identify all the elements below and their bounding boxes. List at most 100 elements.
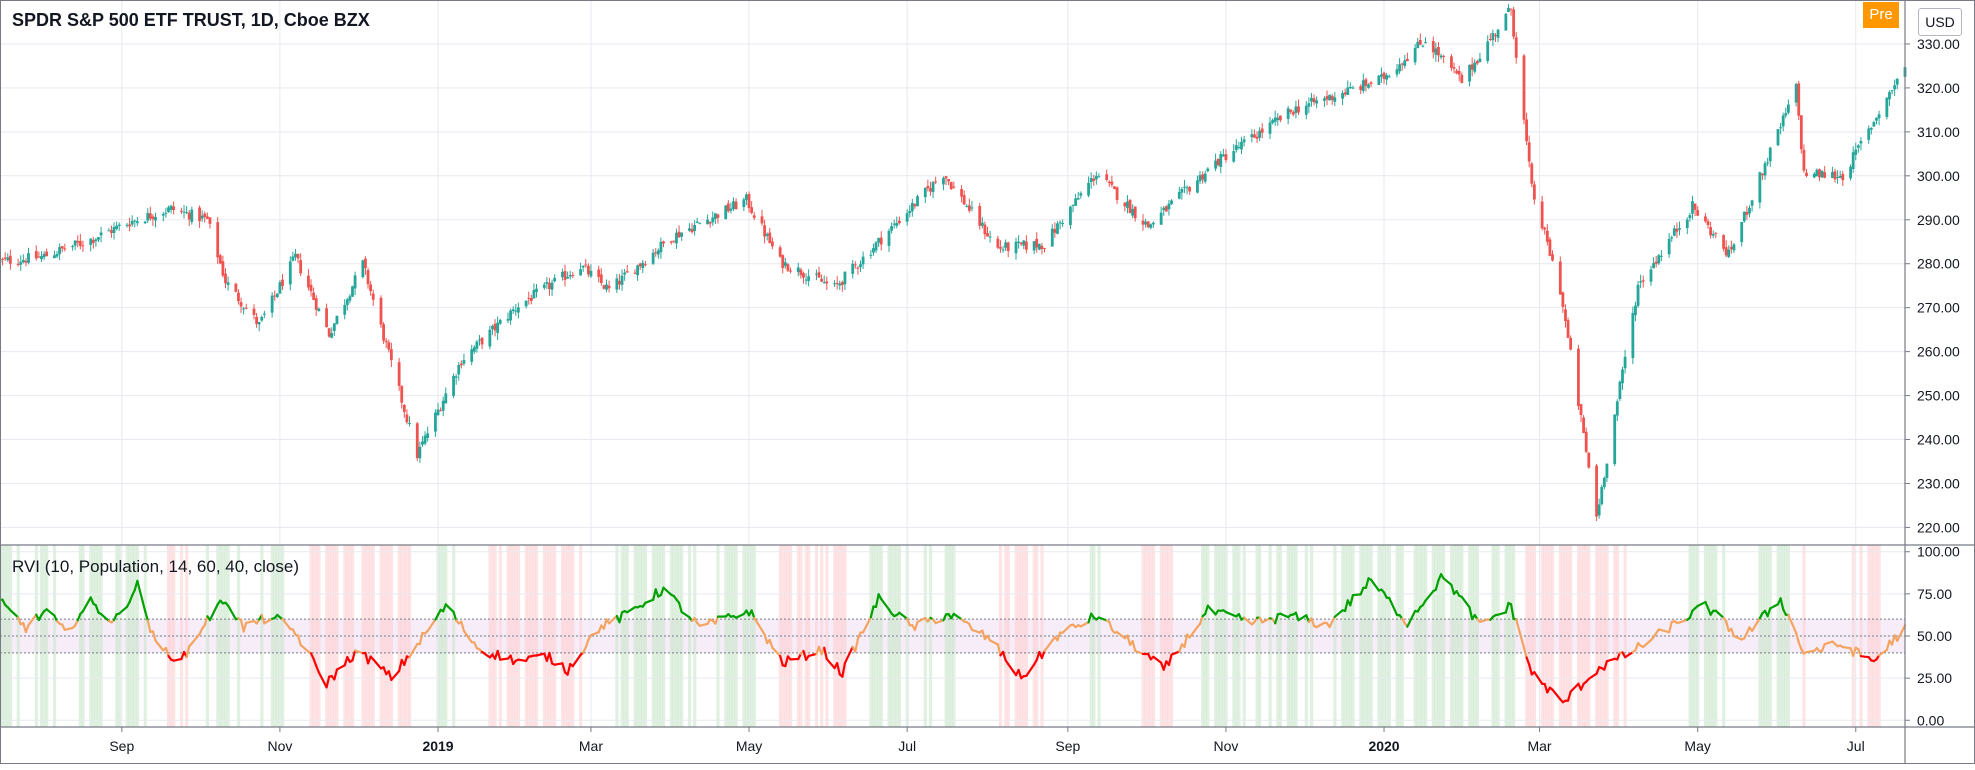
candle [672, 241, 675, 244]
candle [418, 442, 421, 463]
candle [761, 210, 764, 226]
candle [914, 203, 917, 209]
candle [400, 385, 403, 408]
candle [424, 431, 427, 445]
candle [787, 263, 790, 272]
candle [1414, 44, 1417, 65]
candle [820, 274, 823, 282]
candle [333, 323, 336, 336]
candle [1383, 72, 1386, 85]
candle [742, 198, 745, 211]
candle [789, 268, 792, 274]
currency-button[interactable]: USD [1918, 8, 1962, 36]
candle [693, 220, 696, 235]
candle [1051, 224, 1054, 246]
candle [279, 280, 282, 294]
candle [507, 313, 510, 324]
candle [1673, 225, 1676, 236]
candle [890, 222, 893, 233]
candle [1867, 125, 1870, 143]
candle [297, 254, 300, 263]
candle [597, 266, 600, 283]
candle [989, 231, 992, 243]
candle [58, 243, 61, 260]
candle [895, 217, 898, 229]
candle [1740, 222, 1743, 247]
candle [1020, 242, 1023, 246]
candle [1243, 136, 1246, 147]
candle [1253, 129, 1256, 137]
candle [1618, 380, 1621, 401]
candle [1403, 55, 1406, 69]
candle [1878, 111, 1881, 125]
time-tick-label: Sep [109, 738, 134, 754]
candle [209, 217, 212, 228]
candle [717, 214, 720, 224]
price-tick-label: 260.00 [1917, 344, 1960, 360]
candle [133, 220, 136, 228]
candle [1341, 90, 1344, 105]
candle [1782, 113, 1785, 132]
candle [1696, 206, 1699, 216]
candle [1240, 137, 1243, 154]
candle [1725, 240, 1728, 257]
candle [947, 179, 950, 185]
candles [0, 4, 1906, 521]
candle [1271, 119, 1274, 125]
candle [1655, 256, 1658, 267]
candle [763, 220, 766, 243]
candle [463, 354, 466, 366]
candle [1875, 117, 1878, 124]
candle [1577, 345, 1580, 410]
chart-title: SPDR S&P 500 ETF TRUST, 1D, Cboe BZX [12, 10, 370, 31]
candle [1787, 100, 1790, 115]
candle [587, 263, 590, 277]
candle [1473, 59, 1476, 73]
rvi-tick-label: 100.00 [1917, 544, 1960, 560]
candle [766, 232, 769, 240]
candle [312, 288, 315, 301]
candle [623, 269, 626, 281]
candle [185, 206, 188, 214]
candle [929, 182, 932, 196]
candle [1256, 131, 1259, 143]
candle [346, 298, 349, 311]
candle [294, 249, 297, 261]
candle [1168, 200, 1171, 216]
candle [844, 271, 847, 290]
candle [1694, 203, 1697, 216]
candle [237, 289, 240, 304]
candle [1751, 200, 1754, 212]
time-tick-label: Nov [1213, 738, 1238, 754]
candle [1222, 149, 1225, 157]
candle [1676, 223, 1679, 238]
candle [945, 176, 948, 185]
candle [1276, 113, 1279, 126]
candle [71, 245, 74, 251]
candle [548, 278, 551, 296]
candle [1777, 129, 1780, 146]
candle [1528, 136, 1531, 168]
candle [514, 304, 517, 316]
candle [234, 283, 237, 293]
candle [317, 308, 320, 312]
candle [872, 244, 875, 256]
candle [206, 212, 209, 219]
candle [1237, 142, 1240, 150]
candle [1108, 180, 1111, 186]
candle [110, 226, 113, 238]
candle [888, 229, 891, 252]
candle [1126, 195, 1129, 213]
candle [221, 256, 224, 278]
candle [880, 231, 883, 250]
time-tick-label: 2019 [422, 738, 453, 754]
candle [253, 304, 256, 319]
candle [641, 260, 644, 273]
time-tick-label: May [736, 738, 762, 754]
candle [408, 416, 411, 426]
rvi-tick-label: 25.00 [1917, 670, 1952, 686]
candle [750, 201, 753, 214]
candle [1370, 81, 1373, 87]
